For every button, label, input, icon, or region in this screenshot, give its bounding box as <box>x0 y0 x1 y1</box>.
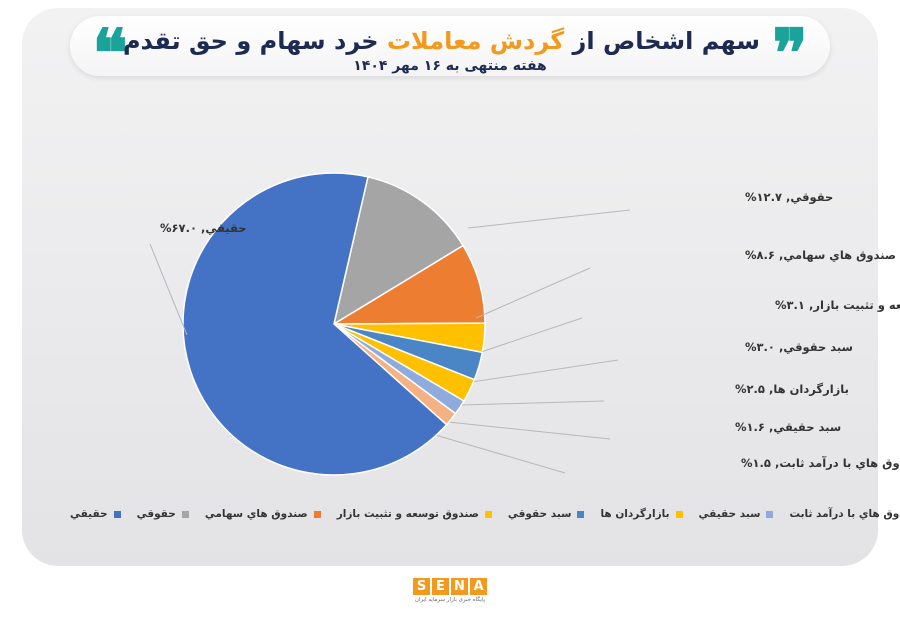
legend-swatch <box>181 510 189 518</box>
data-label: صندوق هاي با درآمد ثابت, ۱.۵% <box>741 456 900 471</box>
data-label: صندوق توسعه و تثبیت بازار, ۳.۱% <box>775 298 900 313</box>
data-label: حقوقي, ۱۲.۷% <box>745 190 833 205</box>
legend-item: بازارگردان ها <box>600 508 683 520</box>
legend-swatch <box>766 510 774 518</box>
leader-line <box>431 433 566 474</box>
legend-item: صندوق هاي سهامي <box>205 508 321 520</box>
logo-letter: N <box>451 578 468 595</box>
legend-label: حقيقي <box>70 508 108 520</box>
chart-legend: حقيقي حقوقي صندوق هاي سهامي صندوق توسعه و ت… <box>70 504 900 524</box>
legend-item: صندوق هاي با درآمد ثابت <box>789 508 900 520</box>
page-subtitle: هفته منتهی به ۱۶ مهر ۱۴۰۴ <box>353 58 547 74</box>
legend-label: بازارگردان ها <box>600 508 670 520</box>
legend-item: سبد حقيقي <box>699 508 774 520</box>
legend-item: حقوقي <box>137 508 189 520</box>
legend-label: سبد حقوقي <box>507 508 572 520</box>
title-highlight: گردش معاملات <box>386 27 565 55</box>
legend-item: حقيقي <box>70 508 121 520</box>
title-part-1: سهم اشخاص از <box>564 27 760 55</box>
legend-swatch <box>313 510 321 518</box>
leader-line <box>447 421 611 440</box>
data-label: بازارگردان ها, ۲.۵% <box>735 382 849 396</box>
leader-line <box>467 209 631 229</box>
legend-label: صندوق هاي سهامي <box>204 508 308 520</box>
logo-letter: E <box>432 578 449 595</box>
legend-swatch <box>577 510 585 518</box>
pie-slice <box>182 172 448 476</box>
leader-line <box>475 267 591 319</box>
logo-letter: A <box>470 578 487 595</box>
header-banner <box>70 16 830 76</box>
legend-item: سبد حقوقي <box>508 508 585 520</box>
pie-slice <box>332 175 465 326</box>
logo-letter: S <box>413 578 430 595</box>
legend-label: صندوق توسعه و تثبيت بازار <box>336 508 479 520</box>
legend-swatch <box>675 510 683 518</box>
data-label: سبد حقيقي, ۱.۶% <box>735 420 841 434</box>
title-part-2: خرد سهام و حق تقدم <box>122 27 387 55</box>
leader-line <box>471 359 619 383</box>
page-title: سهم اشخاص از گردش معاملات خرد سهام و حق … <box>123 24 760 58</box>
legend-swatch <box>484 510 492 518</box>
legend-swatch <box>113 510 121 518</box>
sena-logo-tagline: پایگاه خبری بازار سرمایه ایران <box>414 597 486 603</box>
leader-line <box>149 243 188 336</box>
legend-item: صندوق توسعه و تثبيت بازار <box>337 508 492 520</box>
data-label: صندوق هاي سهامي, ۸.۶% <box>745 248 896 263</box>
data-label: سبد حقوقي, ۳.۰% <box>745 340 853 355</box>
legend-label: سبد حقيقي <box>698 508 761 520</box>
leader-line <box>477 317 583 354</box>
data-label: حقيقي, ۶۷.۰% <box>160 221 247 235</box>
legend-label: حقوقي <box>136 508 176 520</box>
leader-line <box>461 400 605 406</box>
legend-label: صندوق هاي با درآمد ثابت <box>789 508 900 520</box>
